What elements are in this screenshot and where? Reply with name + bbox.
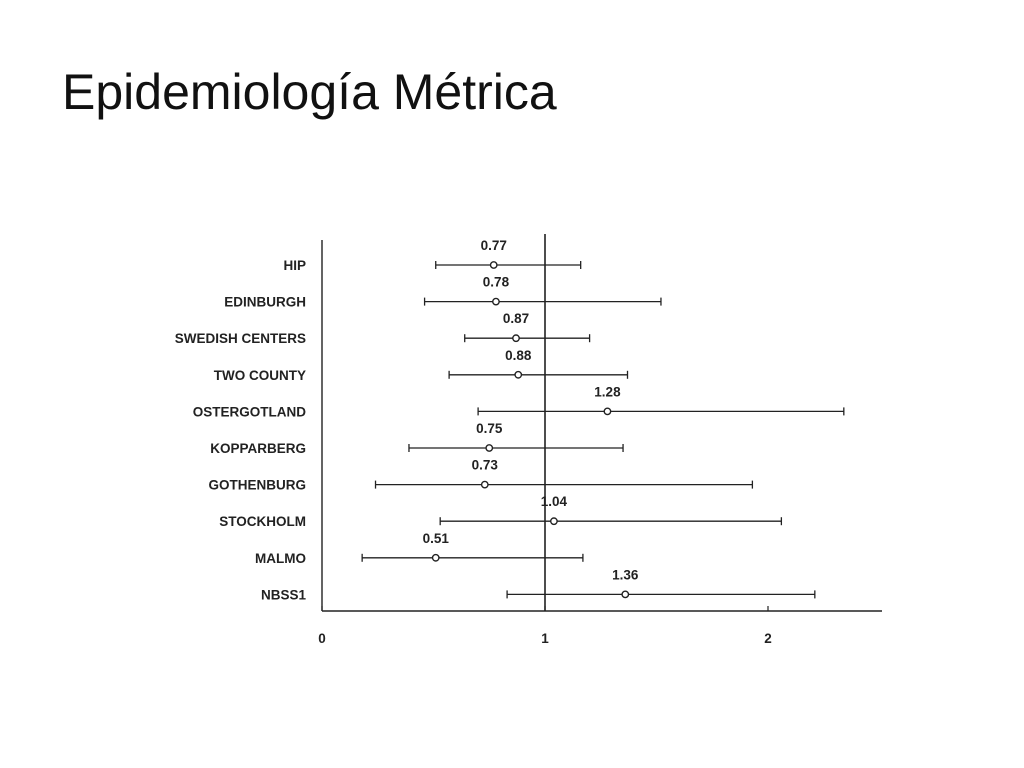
category-label: GOTHENBURG — [209, 478, 307, 493]
plot-rows: HIP 0.77 EDINBURGH 0.78 SWEDISH CENTERS 0.87 T… — [175, 238, 845, 602]
point-estimate — [621, 590, 630, 599]
forest-row: EDINBURGH 0.78 — [224, 275, 662, 310]
point-estimate — [485, 444, 494, 452]
value-label: 1.36 — [612, 567, 639, 582]
value-label: 0.78 — [483, 275, 510, 290]
forest-row: SWEDISH CENTERS 0.87 — [175, 311, 591, 346]
forest-row: STOCKHOLM 1.04 — [219, 494, 783, 529]
point-estimate — [514, 370, 523, 379]
point-estimate — [489, 261, 498, 269]
forest-row: KOPPARBERG 0.75 — [210, 421, 624, 456]
plot-axes — [321, 234, 882, 612]
point-estimate — [512, 334, 520, 343]
category-label: SWEDISH CENTERS — [175, 331, 306, 346]
forest-row: GOTHENBURG 0.73 — [209, 458, 754, 493]
x-tick-label: 2 — [764, 631, 772, 646]
x-tick-label: 1 — [541, 631, 549, 646]
forest-row: MALMO 0.51 — [255, 531, 584, 566]
value-label: 0.73 — [472, 458, 499, 473]
category-label: HIP — [283, 258, 306, 273]
point-estimate — [480, 480, 489, 489]
forest-row: HIP 0.77 — [283, 238, 582, 273]
forest-row: TWO COUNTY 0.88 — [214, 348, 629, 383]
value-label: 0.75 — [476, 421, 503, 436]
category-label: OSTERGOTLAND — [193, 404, 306, 419]
x-tick-label: 0 — [318, 631, 326, 646]
category-label: MALMO — [255, 551, 306, 566]
x-axis-ticks: 0 1 2 — [318, 606, 772, 646]
value-label: 0.77 — [481, 238, 507, 253]
category-label: STOCKHOLM — [219, 514, 306, 529]
category-label: TWO COUNTY — [214, 368, 306, 383]
forest-row: OSTERGOTLAND 1.28 — [193, 384, 845, 419]
value-label: 1.28 — [594, 384, 621, 399]
category-label: KOPPARBERG — [210, 441, 306, 456]
value-label: 0.87 — [503, 311, 529, 326]
value-label: 0.51 — [423, 531, 450, 546]
forest-row: NBSS1 1.36 — [261, 567, 816, 602]
category-label: EDINBURGH — [224, 295, 306, 310]
slide-title: Epidemiología Métrica — [62, 64, 557, 120]
point-estimate — [550, 517, 558, 526]
point-estimate — [431, 553, 440, 562]
category-label: NBSS1 — [261, 587, 307, 602]
point-estimate — [492, 297, 500, 306]
value-label: 1.04 — [541, 494, 568, 509]
point-estimate — [603, 407, 612, 416]
value-label: 0.88 — [505, 348, 532, 363]
